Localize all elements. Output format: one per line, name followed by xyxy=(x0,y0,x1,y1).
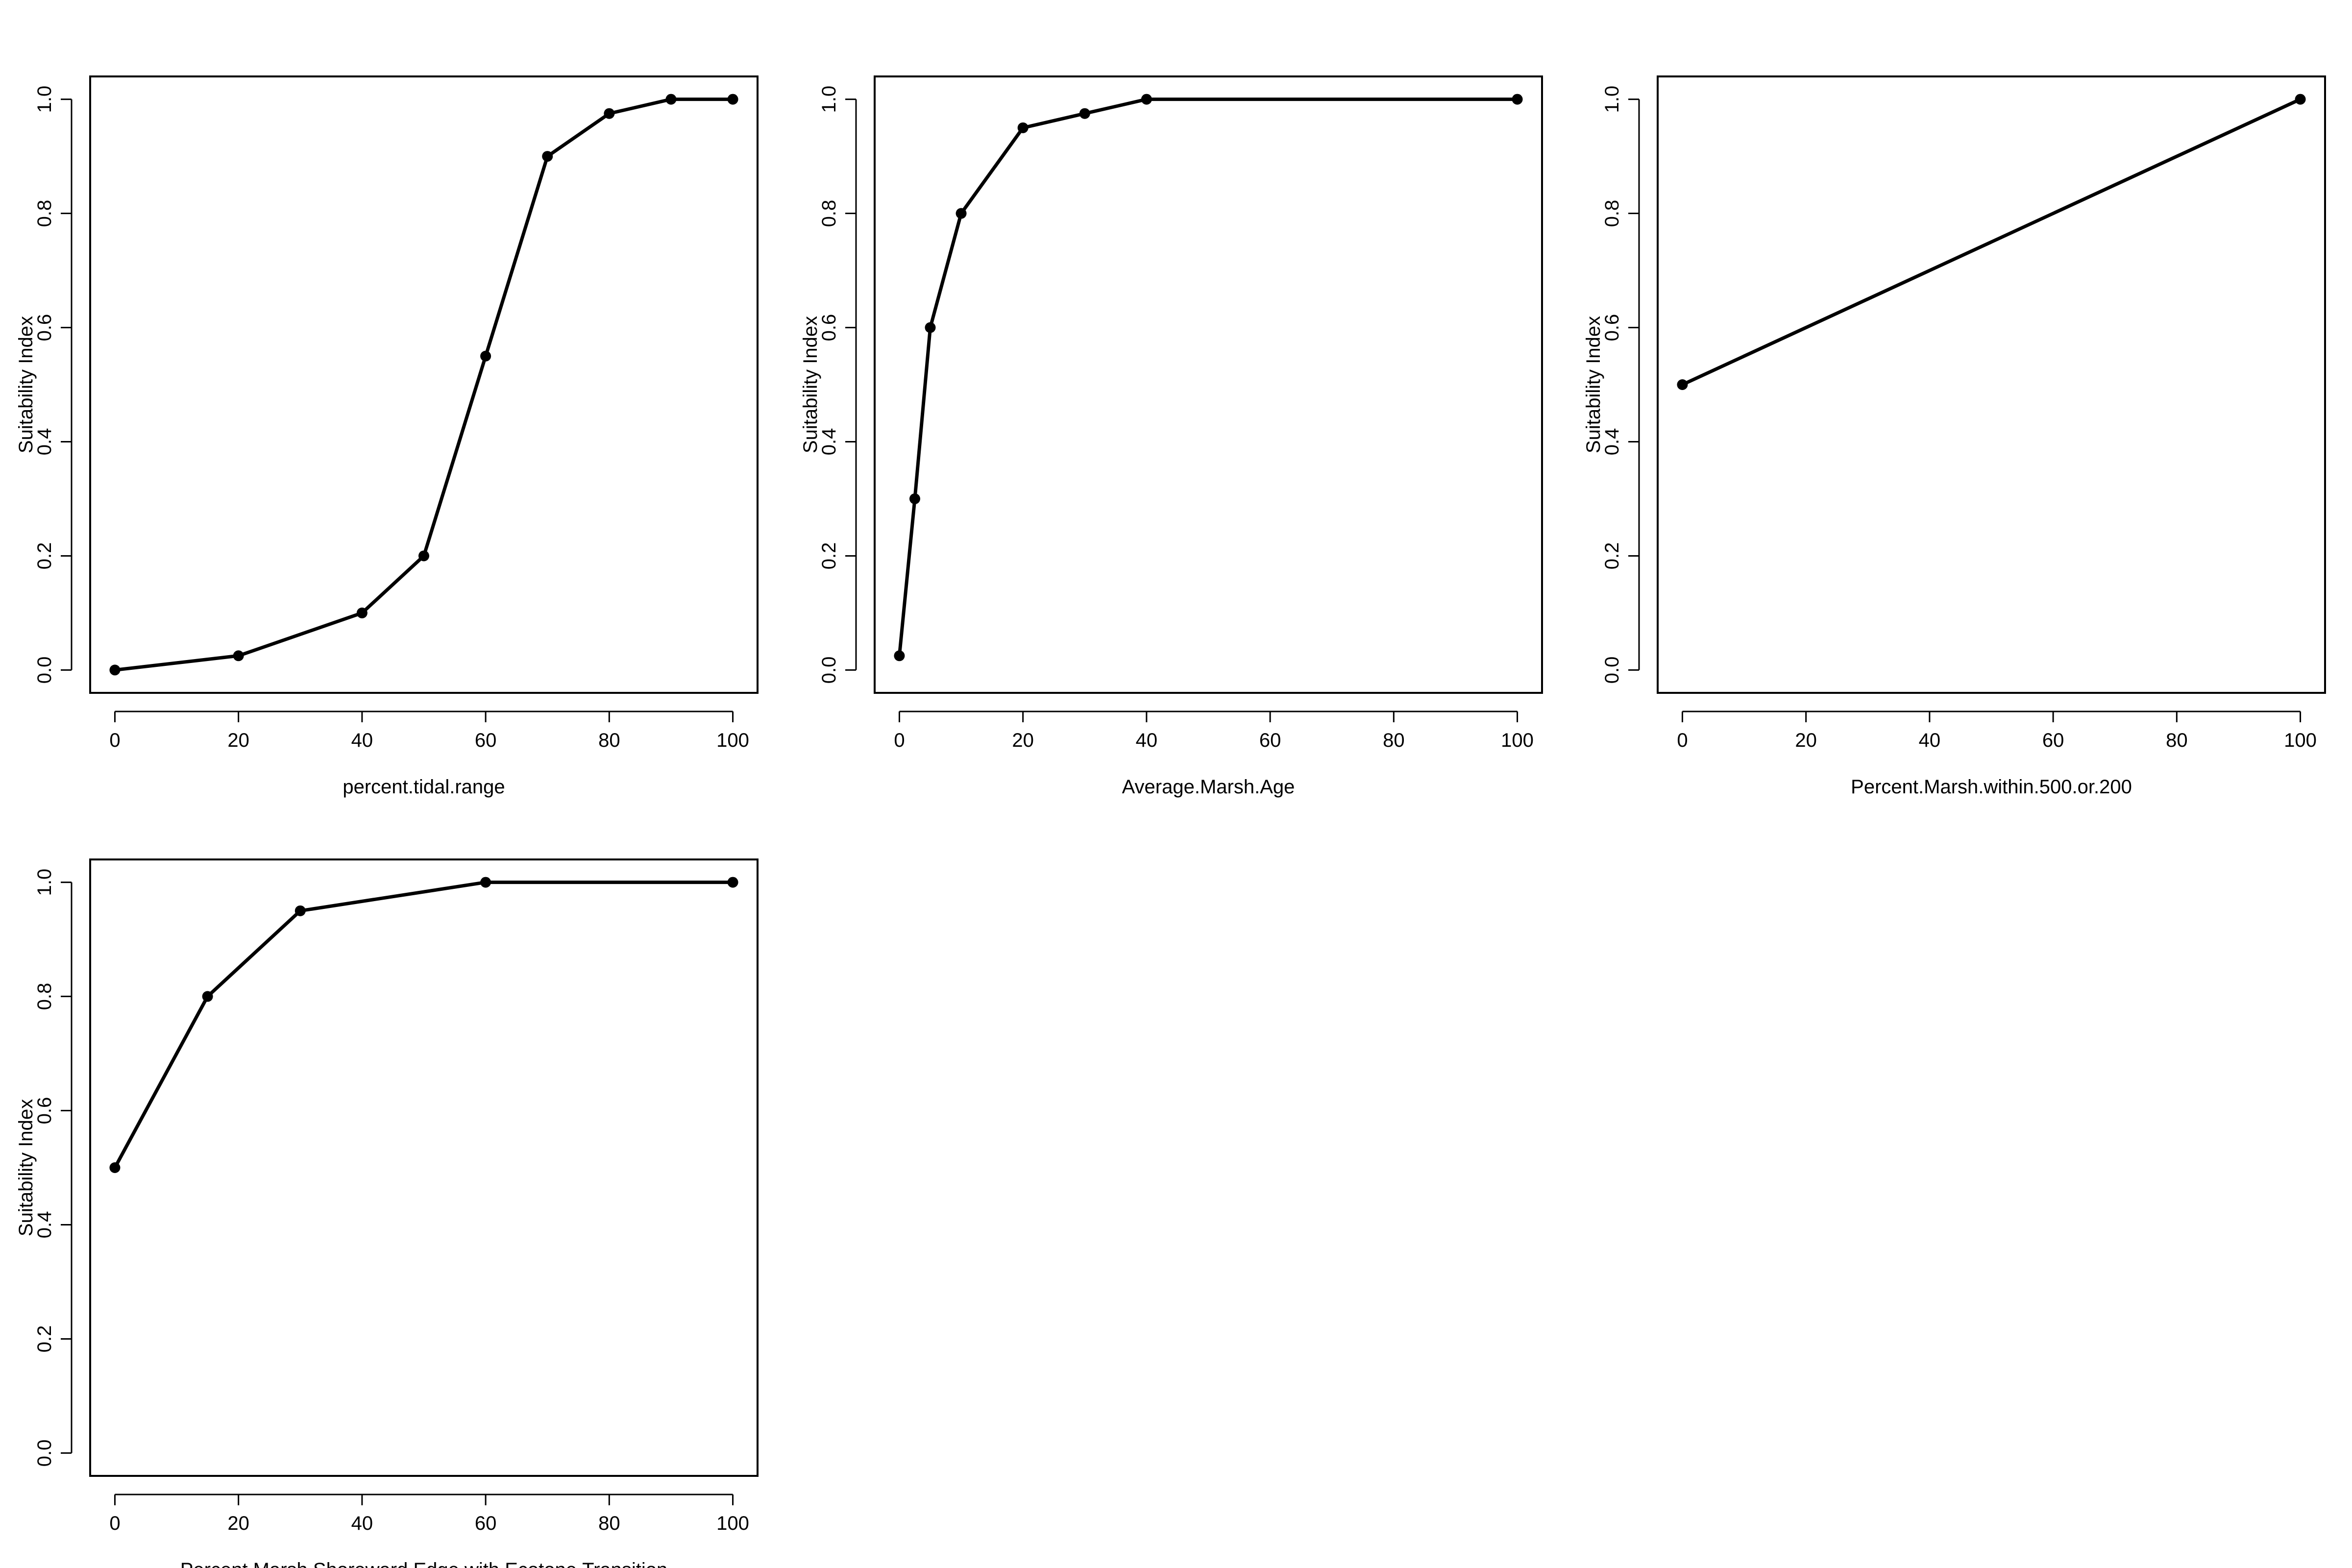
y-tick-label: 0.4 xyxy=(818,428,840,456)
x-tick-label: 40 xyxy=(351,730,373,751)
data-point xyxy=(202,991,213,1002)
data-point xyxy=(356,607,368,618)
data-line xyxy=(115,98,733,672)
data-point xyxy=(727,877,738,888)
x-tick-label: 80 xyxy=(598,730,620,751)
x-axis-label: Percent.Marsh.within.500.or.200 xyxy=(1851,776,2132,798)
y-tick-label: 0.8 xyxy=(34,983,55,1010)
x-tick-label: 60 xyxy=(475,730,497,751)
x-tick-label: 20 xyxy=(1012,730,1034,751)
x-tick-label: 100 xyxy=(1501,730,1534,751)
y-tick-label: 0.0 xyxy=(34,657,55,684)
x-tick-label: 0 xyxy=(109,730,120,751)
y-tick-label: 0.6 xyxy=(818,314,840,342)
y-axis-label: Suitability Index xyxy=(1583,316,1604,453)
data-point xyxy=(109,664,121,676)
data-point xyxy=(1512,94,1523,105)
plot-frame xyxy=(89,75,759,694)
y-tick-label: 0.4 xyxy=(34,428,55,456)
data-point xyxy=(909,493,920,504)
y-tick-label: 0.6 xyxy=(34,314,55,342)
y-tick-label: 0.4 xyxy=(34,1211,55,1239)
data-point xyxy=(480,350,491,362)
y-tick-label: 0.0 xyxy=(34,1440,55,1467)
y-tick-label: 0.2 xyxy=(1601,542,1623,570)
y-tick-label: 1.0 xyxy=(1601,86,1623,113)
y-tick-label: 0.8 xyxy=(34,200,55,227)
x-tick-label: 40 xyxy=(351,1513,373,1534)
y-axis-label: Suitability Index xyxy=(15,316,37,453)
y-tick-label: 0.4 xyxy=(1601,428,1623,456)
x-axis-label: Percent.Marsh.Shoreward.Edge.with.Ecoton… xyxy=(180,1559,668,1568)
data-line xyxy=(113,881,733,1169)
y-tick-label: 0.2 xyxy=(34,542,55,570)
plot-frame xyxy=(89,858,759,1477)
data-point xyxy=(233,650,244,662)
plot-frame xyxy=(874,75,1543,694)
data-point xyxy=(294,905,306,916)
data-point xyxy=(1017,122,1029,133)
x-tick-label: 100 xyxy=(716,730,749,751)
data-point xyxy=(925,322,936,333)
data-point xyxy=(2295,94,2306,105)
x-tick-label: 60 xyxy=(2042,730,2064,751)
y-tick-label: 0.0 xyxy=(818,657,840,684)
data-point xyxy=(1141,94,1152,105)
y-tick-label: 1.0 xyxy=(818,86,840,113)
y-tick-label: 0.6 xyxy=(34,1097,55,1125)
x-tick-label: 60 xyxy=(1259,730,1281,751)
y-tick-label: 0.2 xyxy=(34,1325,55,1353)
x-tick-label: 0 xyxy=(109,1513,120,1534)
y-tick-label: 0.8 xyxy=(1601,200,1623,227)
data-line xyxy=(897,98,1518,656)
plot-frame xyxy=(1657,75,2326,694)
data-point xyxy=(1677,379,1688,390)
data-point xyxy=(109,1162,121,1173)
x-tick-label: 100 xyxy=(716,1513,749,1534)
y-tick-label: 0.2 xyxy=(818,542,840,570)
data-point xyxy=(480,877,491,888)
x-tick-label: 20 xyxy=(227,730,249,751)
data-point xyxy=(665,94,677,105)
x-tick-label: 60 xyxy=(475,1513,497,1534)
y-tick-label: 0.6 xyxy=(1601,314,1623,342)
x-tick-label: 0 xyxy=(894,730,905,751)
y-tick-label: 1.0 xyxy=(34,86,55,113)
x-tick-label: 20 xyxy=(227,1513,249,1534)
y-tick-label: 1.0 xyxy=(34,869,55,896)
x-axis-label: percent.tidal.range xyxy=(343,776,505,798)
data-point xyxy=(894,650,905,662)
y-axis-label: Suitability Index xyxy=(15,1099,37,1236)
x-tick-label: 80 xyxy=(598,1513,620,1534)
data-point xyxy=(604,108,615,119)
data-point xyxy=(542,151,553,162)
x-tick-label: 40 xyxy=(1136,730,1158,751)
data-point xyxy=(727,94,738,105)
x-tick-label: 80 xyxy=(2166,730,2188,751)
y-tick-label: 0.0 xyxy=(1601,657,1623,684)
data-point xyxy=(956,208,967,219)
y-axis-label: Suitability Index xyxy=(800,316,821,453)
x-tick-label: 0 xyxy=(1677,730,1688,751)
x-tick-label: 40 xyxy=(1919,730,1941,751)
x-tick-label: 20 xyxy=(1795,730,1817,751)
data-point xyxy=(1079,108,1090,119)
x-axis-label: Average.Marsh.Age xyxy=(1122,776,1295,798)
x-tick-label: 100 xyxy=(2284,730,2317,751)
data-line xyxy=(1681,98,2302,387)
data-point xyxy=(418,550,429,562)
x-tick-label: 80 xyxy=(1383,730,1405,751)
y-tick-label: 0.8 xyxy=(818,200,840,227)
